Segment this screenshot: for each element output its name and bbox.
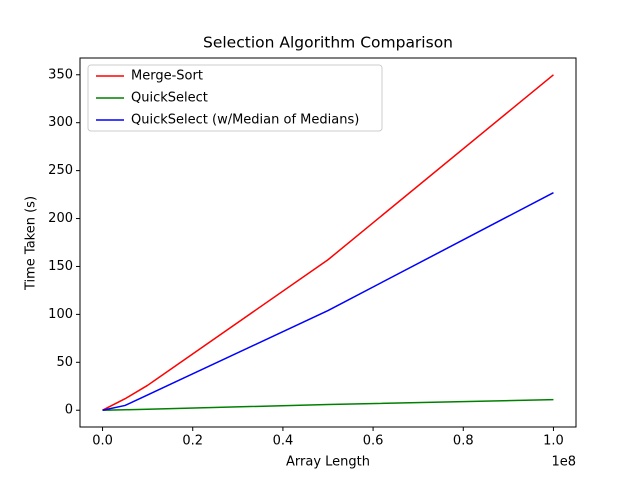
x-tick-label: 0.8 <box>453 434 474 449</box>
x-tick-label: 0.4 <box>273 434 294 449</box>
legend-box <box>87 64 383 132</box>
y-tick-label: 300 <box>48 115 73 130</box>
x-axis-label: Array Length <box>286 455 370 470</box>
legend-label: Merge-Sort <box>131 69 203 84</box>
y-tick-label: 0 <box>65 403 73 418</box>
series-line <box>102 398 554 411</box>
legend-label: QuickSelect (w/Median of Medians) <box>131 113 359 128</box>
x-tick-label: 0.0 <box>92 434 113 449</box>
y-tick-label: 250 <box>48 163 73 178</box>
legend-label: QuickSelect <box>131 91 208 106</box>
x-tick-label: 0.6 <box>363 434 384 449</box>
x-offset-label: 1e8 <box>551 455 576 470</box>
y-tick-label: 50 <box>56 355 73 370</box>
y-axis-label: Time Taken (s) <box>24 196 39 291</box>
axes-frame <box>79 57 577 428</box>
x-tick-label: 1.0 <box>543 434 564 449</box>
x-tick-label: 0.2 <box>182 434 203 449</box>
y-tick-label: 350 <box>48 67 73 82</box>
series-line <box>102 74 554 411</box>
y-tick-label: 100 <box>48 307 73 322</box>
y-tick-label: 150 <box>48 259 73 274</box>
chart-title: Selection Algorithm Comparison <box>203 34 453 52</box>
y-tick-label: 200 <box>48 211 73 226</box>
series-line <box>102 191 554 411</box>
